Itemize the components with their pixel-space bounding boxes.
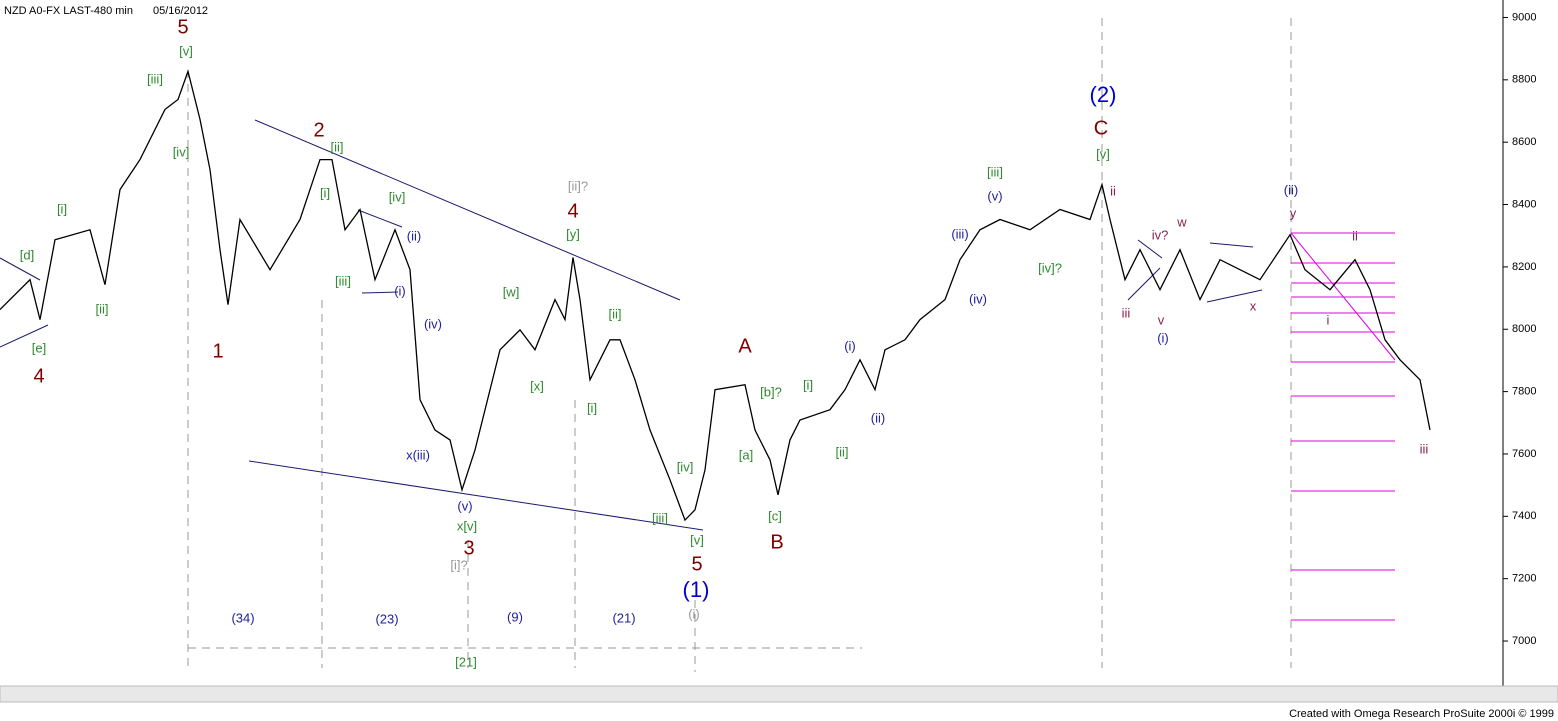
scrollbar bbox=[0, 685, 1558, 703]
wave-label: [iv]? bbox=[1038, 260, 1062, 275]
wave-label: x bbox=[1250, 298, 1257, 313]
y-tick-label: 8000 bbox=[1512, 323, 1536, 335]
wave-label: [v] bbox=[690, 532, 704, 547]
wave-label: [iv] bbox=[677, 459, 694, 474]
wave-label: [y] bbox=[566, 226, 580, 241]
wave-label: (1) bbox=[683, 577, 710, 602]
wave-label: [iv] bbox=[173, 144, 190, 159]
wave-label: w bbox=[1176, 214, 1187, 229]
wave-label: [ii] bbox=[609, 306, 622, 321]
footer: Created with Omega Research ProSuite 200… bbox=[1289, 708, 1554, 720]
wave-label: [i] bbox=[587, 400, 597, 415]
wave-label: (23) bbox=[375, 611, 398, 626]
wave-label: [i] bbox=[57, 201, 67, 216]
y-tick-label: 7000 bbox=[1512, 635, 1536, 647]
wave-label: iv? bbox=[1152, 227, 1169, 242]
wave-label: (ii) bbox=[407, 228, 421, 243]
y-tick-label: 7800 bbox=[1512, 386, 1536, 398]
wave-label: [b]? bbox=[760, 384, 782, 399]
wave-label: (21) bbox=[612, 610, 635, 625]
trend-lines bbox=[0, 119, 1263, 531]
chart-date: 05/16/2012 bbox=[153, 5, 208, 17]
wave-label: [v] bbox=[179, 43, 193, 58]
wave-label: (v) bbox=[457, 498, 472, 513]
wave-label: (i) bbox=[1157, 330, 1169, 345]
wave-label: [iii] bbox=[335, 273, 351, 288]
wave-label: (i) bbox=[688, 606, 700, 621]
wave-label: [ii] bbox=[836, 444, 849, 459]
wave-label: (iv) bbox=[424, 316, 442, 331]
wave-label: [i] bbox=[803, 377, 813, 392]
wave-label: [e] bbox=[32, 340, 46, 355]
y-tick-label: 7600 bbox=[1512, 448, 1536, 460]
wave-label: 3 bbox=[463, 537, 474, 559]
wave-label: B bbox=[770, 531, 783, 553]
wave-label: (9) bbox=[507, 609, 523, 624]
wave-label: ii bbox=[1110, 183, 1116, 198]
wave-label: (2) bbox=[1090, 82, 1117, 107]
wave-label: x(iii) bbox=[406, 447, 430, 462]
y-tick-label: 8600 bbox=[1512, 136, 1536, 148]
wave-label: (i) bbox=[394, 283, 406, 298]
wave-label: (v) bbox=[987, 188, 1002, 203]
wave-label: y bbox=[1290, 205, 1297, 220]
wave-label: (ii) bbox=[871, 410, 885, 425]
wave-label: [d] bbox=[20, 247, 34, 262]
wave-label: A bbox=[738, 335, 752, 357]
wave-label: [x] bbox=[530, 378, 544, 393]
wave-label: i bbox=[1327, 312, 1330, 327]
wave-label: [i]? bbox=[450, 557, 467, 572]
wave-label: [ii] bbox=[96, 301, 109, 316]
wave-label: [a] bbox=[739, 447, 753, 462]
wave-label: (i) bbox=[844, 338, 856, 353]
wave-label: x[v] bbox=[457, 518, 477, 533]
wave-label: 4 bbox=[567, 200, 578, 222]
wave-label: iii bbox=[1420, 441, 1429, 456]
wave-label: (iv) bbox=[969, 291, 987, 306]
wave-label: (iii) bbox=[951, 226, 968, 241]
wave-label: [iii] bbox=[147, 71, 163, 86]
wave-label: [v] bbox=[1096, 146, 1110, 161]
wave-label: [ii] bbox=[331, 139, 344, 154]
wave-label: 2 bbox=[313, 119, 324, 141]
wave-label: iii bbox=[1122, 305, 1131, 320]
chart-title: NZD A0-FX LAST-480 min bbox=[4, 5, 133, 17]
price-line bbox=[0, 69, 1431, 522]
wave-label: C bbox=[1094, 117, 1108, 139]
wave-label: ii bbox=[1352, 228, 1358, 243]
wave-label: [iv] bbox=[389, 189, 406, 204]
y-tick-label: 8400 bbox=[1512, 198, 1536, 210]
wave-label: 1 bbox=[212, 340, 223, 362]
wave-label: 5 bbox=[691, 553, 702, 575]
wave-label: 5 bbox=[177, 16, 188, 38]
wave-label: (ii) bbox=[1284, 182, 1298, 197]
wave-label: [ii]? bbox=[568, 178, 588, 193]
wave-label: 4 bbox=[33, 365, 44, 387]
y-tick-label: 8200 bbox=[1512, 261, 1536, 273]
fib-levels bbox=[1290, 232, 1396, 621]
wave-label: [i] bbox=[320, 185, 330, 200]
wave-label: (34) bbox=[231, 610, 254, 625]
wave-label: [c] bbox=[768, 508, 782, 523]
y-tick-label: 8800 bbox=[1512, 74, 1536, 86]
wave-label: v bbox=[1158, 312, 1165, 327]
y-tick-label: 9000 bbox=[1512, 11, 1536, 23]
wave-guides bbox=[187, 18, 1292, 672]
wave-label: [iii] bbox=[987, 164, 1003, 179]
wave-label: [w] bbox=[503, 284, 520, 299]
y-tick-label: 7200 bbox=[1512, 573, 1536, 585]
wave-label: [iii] bbox=[652, 510, 668, 525]
y-tick-label: 7400 bbox=[1512, 510, 1536, 522]
wave-label: [21] bbox=[455, 654, 477, 669]
